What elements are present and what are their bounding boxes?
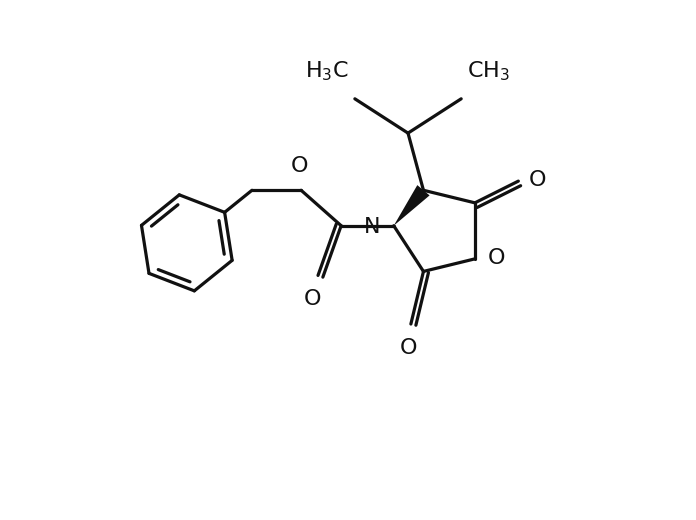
Text: N: N (364, 217, 381, 237)
Text: O: O (487, 248, 505, 268)
Polygon shape (394, 185, 429, 226)
Text: CH$_3$: CH$_3$ (467, 59, 510, 83)
Text: O: O (529, 170, 546, 190)
Text: O: O (291, 156, 309, 176)
Text: H$_3$C: H$_3$C (306, 59, 349, 83)
Text: O: O (304, 289, 322, 308)
Text: O: O (400, 339, 417, 358)
